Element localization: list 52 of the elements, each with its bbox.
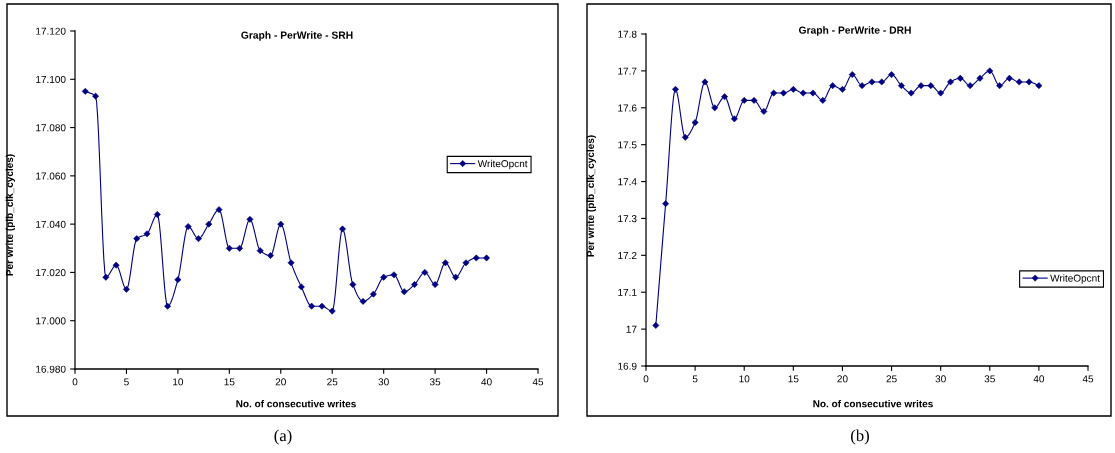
x-tick-label: 20 [275, 378, 286, 386]
y-tick-label: 17.040 [36, 220, 66, 228]
y-tick-label: 16.980 [36, 365, 66, 373]
chart-title: Graph - PerWrite - SRH [241, 31, 353, 41]
x-tick-label: 20 [837, 375, 848, 383]
y-tick-label: 17.8 [618, 30, 637, 38]
x-tick-label: 5 [124, 378, 129, 386]
legend-label: WriteOpcnt [477, 159, 528, 170]
point [1025, 78, 1033, 86]
y-tick-label: 16.9 [618, 362, 637, 370]
y-tick-label: 17.2 [618, 251, 637, 259]
y-tick-label: 17.7 [618, 67, 637, 75]
text: (a) [274, 429, 292, 445]
x-tick-label: 45 [532, 378, 544, 386]
y-tick-label: 17.4 [618, 178, 637, 186]
x-tick-label: 40 [1033, 375, 1045, 383]
x-tick-label: 15 [224, 378, 235, 386]
legend-label: WriteOpcnt [1050, 274, 1100, 284]
x-tick-label: 40 [481, 378, 492, 386]
y-tick-label: 17 [626, 325, 637, 333]
x-tick-label: 25 [327, 378, 338, 386]
x-tick-label: 10 [739, 375, 750, 383]
y-axis-title: Per write (plb_clk_cycles) [586, 135, 596, 257]
y-tick-label: 17.1 [618, 288, 637, 296]
x-tick-label: 35 [984, 375, 995, 383]
point [888, 71, 895, 78]
y-tick-label: 17.060 [36, 172, 66, 180]
x-tick-label: 45 [1082, 375, 1094, 383]
y-tick-label: 17.100 [36, 75, 66, 84]
x-tick-label: 35 [429, 378, 441, 386]
x-tick-label: 0 [643, 375, 649, 383]
chart-title: Graph - PerWrite - DRH [798, 26, 911, 36]
x-axis-title: No. of consecutive writes [236, 400, 356, 408]
y-tick-label: 17.5 [618, 141, 637, 149]
y-tick-label: 17.120 [36, 27, 66, 35]
y-axis-title: Per write (plb_clk_cycles) [5, 154, 15, 276]
x-tick-label: 25 [886, 375, 897, 383]
y-tick-label: 17.6 [618, 104, 637, 112]
y-tick-label: 17.080 [36, 124, 66, 132]
x-axis-title: No. of consecutive writes [813, 400, 933, 408]
point [411, 281, 418, 288]
x-tick-label: 30 [935, 375, 946, 383]
x-tick-label: 15 [788, 375, 799, 383]
y-tick-label: 17.020 [36, 269, 66, 277]
x-tick-label: 10 [173, 378, 184, 386]
point [267, 252, 274, 259]
x-tick-label: 5 [692, 375, 698, 383]
y-tick-label: 17.000 [36, 317, 66, 325]
text: (b) [851, 429, 869, 445]
x-tick-label: 30 [378, 378, 389, 386]
y-tick-label: 17.3 [618, 215, 637, 223]
x-tick-label: 0 [72, 378, 78, 386]
